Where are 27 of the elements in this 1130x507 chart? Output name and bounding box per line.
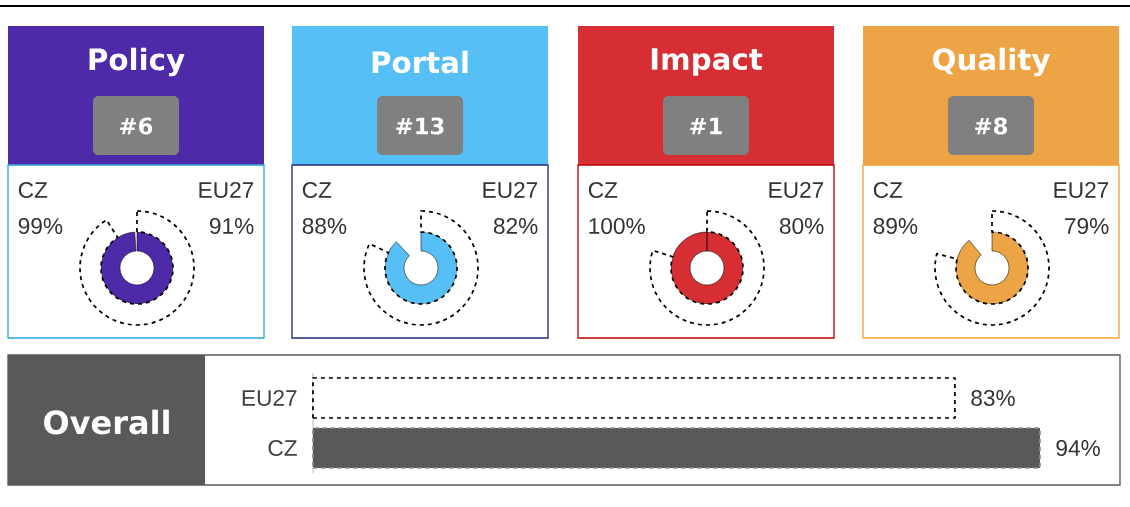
data-label: 80% [779,217,824,235]
data-label: 79% [1065,217,1109,235]
category-label: CZ [588,181,618,199]
data-label: 99% [18,217,63,235]
text: Policy [89,47,185,77]
category-label: CZ [873,181,903,199]
category-label: EU27 [483,181,538,199]
category-label: EU27 [1054,181,1109,199]
text: #1 [690,117,722,135]
text: #8 [975,117,1007,135]
text: #13 [396,117,444,135]
text: #6 [120,117,153,135]
category-label: CZ [18,181,48,199]
data-label: 91% [210,217,254,235]
text: Impact [651,48,763,76]
data-label: 82% [493,217,538,235]
category-label: EU27 [199,181,254,199]
category-label: CZ [302,181,332,199]
data-label: 88% [302,217,347,235]
text: Quality [933,47,1050,77]
data-label: 89% [873,217,918,235]
data-label: 94% [1056,439,1100,457]
data-label: 83% [971,389,1015,407]
category-label: EU27 [769,181,824,199]
text: Overall [44,409,169,435]
data-label: 100% [589,217,645,235]
text: Portal [372,50,468,74]
